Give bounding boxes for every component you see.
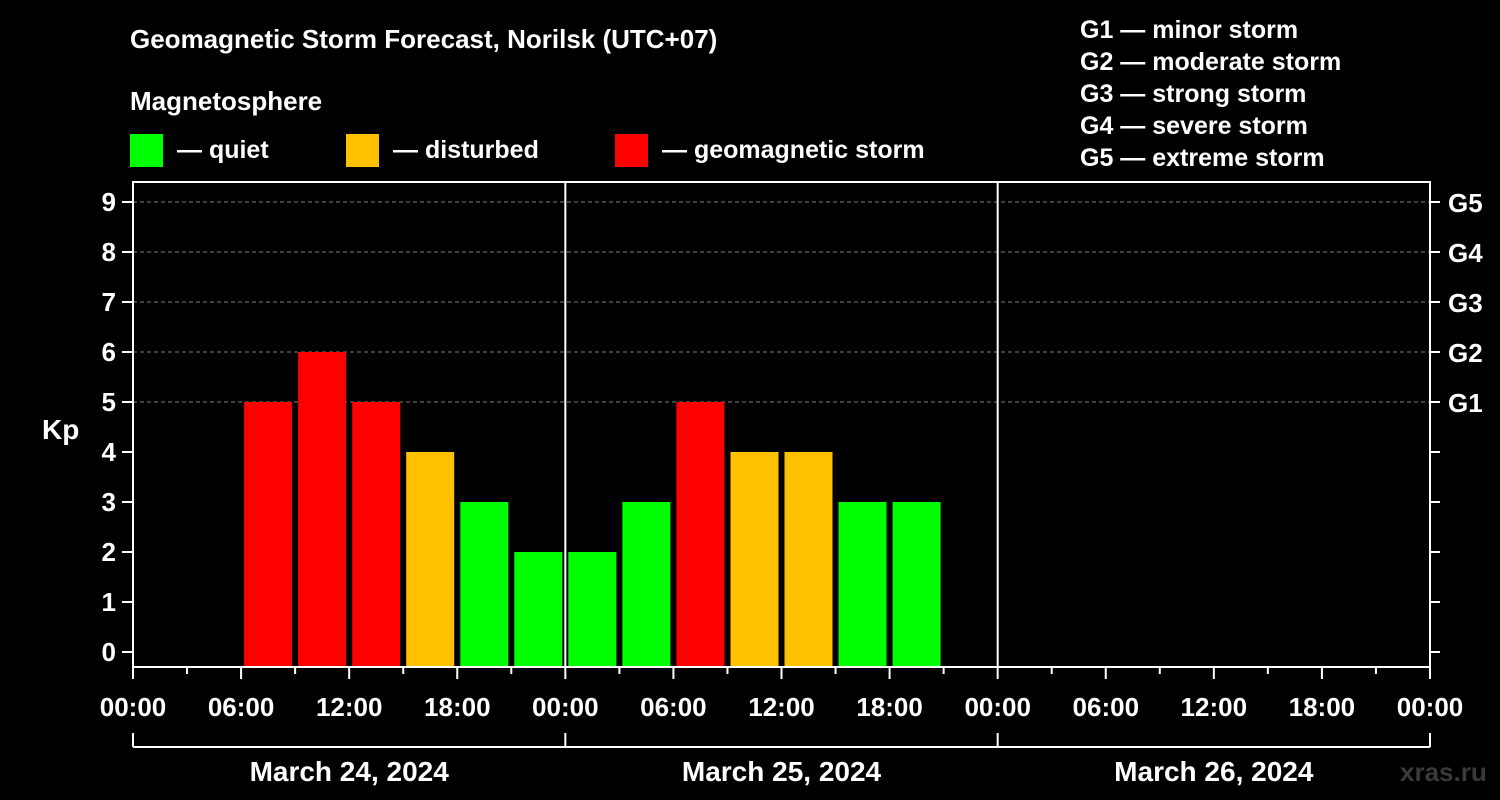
legend-swatch-storm: [615, 134, 648, 167]
x-tick-label-6: 12:00: [748, 692, 815, 722]
kp-bar-10: [784, 452, 833, 667]
x-tick-label-9: 06:00: [1073, 692, 1140, 722]
kp-bar-7: [622, 502, 671, 667]
day-axis: March 24, 2024 March 25, 2024 March 26, 20…: [132, 733, 1431, 787]
scale-legend-g1: G1 — minor storm: [1080, 16, 1298, 44]
chart-subtitle: Magnetosphere: [130, 86, 322, 116]
kp-bar-9: [730, 452, 779, 667]
scale-legend-g3: G3 — strong storm: [1080, 80, 1306, 108]
kp-bar-6: [568, 552, 617, 667]
kp-bar-4: [460, 502, 509, 667]
chart-title: Geomagnetic Storm Forecast, Norilsk (UTC…: [130, 24, 717, 54]
plot-frame: [132, 181, 1431, 668]
y-tick-label-7: 7: [102, 287, 116, 317]
g-scale-label-G5: G5: [1448, 188, 1483, 218]
day-label-2: March 26, 2024: [1114, 756, 1314, 787]
x-tick-label-12: 00:00: [1397, 692, 1464, 722]
g-scale-label-G2: G2: [1448, 338, 1483, 368]
legend-label-storm: — geomagnetic storm: [662, 136, 925, 164]
kp-bar-3: [406, 452, 455, 667]
x-tick-label-0: 00:00: [100, 692, 167, 722]
x-tick-label-11: 18:00: [1289, 692, 1356, 722]
y-tick-label-1: 1: [102, 587, 116, 617]
x-tick-label-3: 18:00: [424, 692, 491, 722]
y-tick-label-6: 6: [102, 337, 116, 367]
kp-bar-5: [514, 552, 563, 667]
kp-bars: [244, 352, 941, 667]
day-label-1: March 25, 2024: [682, 756, 882, 787]
g-scale-label-G3: G3: [1448, 288, 1483, 318]
y-tick-label-4: 4: [102, 437, 117, 467]
storm-scale-legend: G1 — minor storm G2 — moderate storm G3 …: [1080, 16, 1341, 172]
kp-bar-8: [676, 402, 725, 667]
legend-swatch-quiet: [130, 134, 163, 167]
legend-label-disturbed: — disturbed: [393, 136, 539, 164]
kp-bar-11: [838, 502, 887, 667]
grid-lines: [133, 201, 1430, 403]
g-scale-label-G1: G1: [1448, 388, 1483, 418]
x-tick-label-4: 00:00: [532, 692, 599, 722]
legend-label-quiet: — quiet: [177, 136, 269, 164]
x-tick-label-1: 06:00: [208, 692, 275, 722]
g-scale-label-G4: G4: [1448, 238, 1483, 268]
x-tick-label-8: 00:00: [964, 692, 1031, 722]
day-label-0: March 24, 2024: [250, 756, 450, 787]
axis-ticks: 0 1 2 3 4 5 6 7 8 9 G1 G2 G3 G4 G5 00:00 06:00 12:00 18:00…: [100, 187, 1483, 722]
kp-bar-0: [244, 402, 293, 667]
y-tick-label-2: 2: [102, 537, 116, 567]
magnetosphere-legend: — quiet — disturbed — geomagnetic storm: [130, 134, 925, 167]
y-axis-label: Kp: [42, 414, 79, 445]
watermark: xras.ru: [1400, 757, 1487, 787]
kp-bar-1: [298, 352, 347, 667]
y-tick-label-9: 9: [102, 187, 116, 217]
scale-legend-g5: G5 — extreme storm: [1080, 144, 1325, 172]
kp-bar-12: [892, 502, 941, 667]
y-tick-label-3: 3: [102, 487, 116, 517]
x-tick-label-5: 06:00: [640, 692, 707, 722]
y-tick-label-0: 0: [102, 637, 116, 667]
x-tick-label-7: 18:00: [856, 692, 923, 722]
y-tick-label-5: 5: [102, 387, 116, 417]
scale-legend-g2: G2 — moderate storm: [1080, 48, 1341, 76]
legend-swatch-disturbed: [346, 134, 379, 167]
x-tick-label-10: 12:00: [1181, 692, 1248, 722]
x-tick-label-2: 12:00: [316, 692, 383, 722]
kp-bar-2: [352, 402, 401, 667]
y-tick-label-8: 8: [102, 237, 116, 267]
scale-legend-g4: G4 — severe storm: [1080, 112, 1308, 140]
